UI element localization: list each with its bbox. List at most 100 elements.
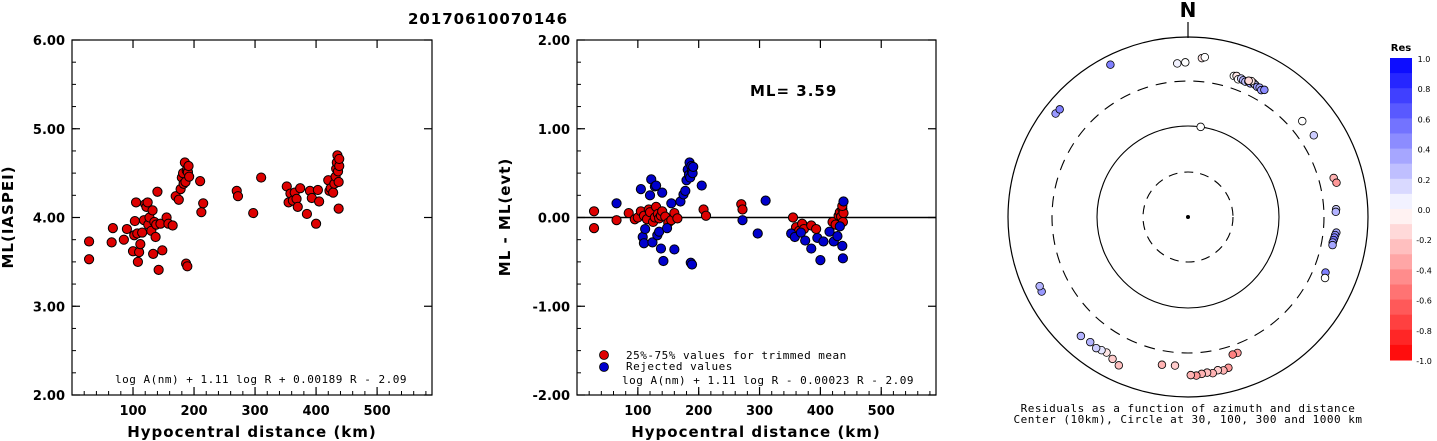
rejected-point (815, 255, 826, 266)
rejected-point (832, 231, 843, 242)
residual-station-point (1173, 59, 1182, 68)
colorbar-cell (1390, 344, 1412, 361)
trimmed-point (588, 206, 600, 217)
rejected-point (651, 180, 662, 191)
rejected-point (658, 255, 669, 267)
station-point (107, 223, 118, 234)
colorbar-cell (1390, 148, 1412, 165)
rejected-point (661, 223, 673, 234)
station-point (310, 218, 322, 229)
colorbar-scale (1390, 58, 1412, 361)
left-panel: 2.00 3.00 4.00 5.00 6.00 100 200 300 400 500 log… (0, 34, 433, 441)
rejected-point (806, 243, 817, 254)
middle-x-tick-label: 400 (807, 404, 834, 419)
rejected-point (760, 195, 771, 206)
station-point (153, 264, 164, 275)
rejected-point (640, 223, 651, 235)
rejected-point (680, 185, 691, 196)
station-point (135, 239, 146, 250)
colorbar-cell (1390, 163, 1412, 180)
rejected-point (669, 244, 680, 255)
left-formula: log A(nm) + 1.11 log R + 0.00189 R - 2.0… (115, 373, 407, 386)
colorbar-title: Res (1391, 43, 1411, 54)
station-point (106, 237, 117, 248)
colorbar-tick-label: -0.6 (1416, 297, 1432, 306)
colorbar-cell (1390, 73, 1412, 89)
trimmed-point (611, 215, 622, 226)
left-y-tick-label: 5.00 (33, 123, 65, 138)
left-x-axis-label: Hypocentral distance (km) (127, 423, 377, 441)
station-point (196, 207, 207, 218)
left-x-tick-label: 500 (364, 404, 391, 419)
left-x-tick-label: 200 (180, 404, 207, 419)
station-point (314, 196, 325, 207)
station-point (301, 208, 313, 220)
colorbar-cell (1390, 209, 1412, 225)
colorbar: Res 1.0 0.8 0.6 0.4 0.2 0.0 -0.2 -0.4 -0.6 -0.8 -1… (1390, 43, 1432, 366)
middle-y-axis: -2.00 -1.00 0.00 1.00 2.00 (533, 34, 936, 404)
left-y-tick-label: 6.00 (33, 34, 65, 49)
station-point (83, 254, 95, 265)
trimmed-point (700, 210, 712, 221)
middle-y-tick-label: 2.00 (538, 34, 570, 49)
polar-caption-line2: Center (10km), Circle at 30, 100, 300 an… (1013, 413, 1362, 426)
rejected-point (818, 236, 829, 247)
left-y-tick-label: 2.00 (33, 389, 65, 404)
left-x-axis: 100 200 300 400 500 (71, 40, 427, 419)
ml-value-label: ML= 3.59 (750, 82, 837, 100)
residual-station-point (1106, 60, 1115, 69)
trimmed-point (588, 223, 600, 234)
station-point (182, 261, 193, 272)
colorbar-cell (1390, 88, 1412, 104)
station-point (137, 227, 148, 238)
residual-station-point (1091, 343, 1101, 353)
left-y-tick-label: 4.00 (33, 212, 65, 227)
left-data-points (83, 150, 345, 275)
station-point (256, 172, 267, 183)
trimmed-point (623, 207, 634, 219)
legend-trimmed-label: 25%-75% values for trimmed mean (626, 349, 847, 362)
colorbar-cell (1390, 329, 1412, 346)
station-point (184, 171, 195, 182)
rejected-point (838, 196, 849, 207)
station-point (198, 198, 209, 209)
station-point (167, 220, 178, 231)
colorbar-tick-label: 0.8 (1418, 85, 1431, 94)
legend-rejected-marker (599, 362, 609, 372)
polar-caption-line1: Residuals as a function of azimuth and d… (1021, 402, 1356, 415)
rejected-point (657, 187, 668, 198)
north-label: N (1180, 0, 1197, 22)
residual-station-point (1298, 116, 1307, 126)
station-point (129, 215, 140, 227)
left-x-tick-label: 100 (119, 404, 146, 419)
left-y-axis: 2.00 3.00 4.00 5.00 6.00 (33, 34, 432, 404)
middle-x-tick-label: 500 (868, 404, 895, 419)
middle-y-tick-label: 1.00 (538, 123, 570, 138)
station-point (83, 236, 95, 247)
residual-station-point (1196, 122, 1205, 132)
rejected-point (686, 259, 698, 270)
residual-station-point (1114, 361, 1124, 370)
rejected-point (696, 180, 707, 191)
colorbar-tick-label: 0.6 (1418, 115, 1431, 124)
residual-station-point (1186, 370, 1195, 380)
colorbar-cell (1390, 193, 1412, 210)
rejected-point (837, 240, 848, 251)
residual-station-point (1181, 58, 1190, 67)
middle-data-points (588, 157, 849, 270)
rejected-point (752, 228, 763, 239)
colorbar-tick-label: -0.8 (1416, 327, 1432, 336)
left-y-axis-label: ML(IASPEI) (0, 165, 17, 268)
station-point (292, 201, 303, 212)
trimmed-point (672, 213, 683, 224)
residual-station-point (1055, 105, 1064, 114)
middle-x-tick-label: 100 (624, 404, 651, 419)
rejected-point (644, 190, 656, 201)
residual-station-point (1328, 240, 1337, 250)
trimmed-point (787, 212, 799, 223)
station-point (147, 205, 158, 216)
station-point (232, 191, 244, 202)
colorbar-cell (1390, 284, 1412, 301)
station-point (295, 183, 306, 194)
